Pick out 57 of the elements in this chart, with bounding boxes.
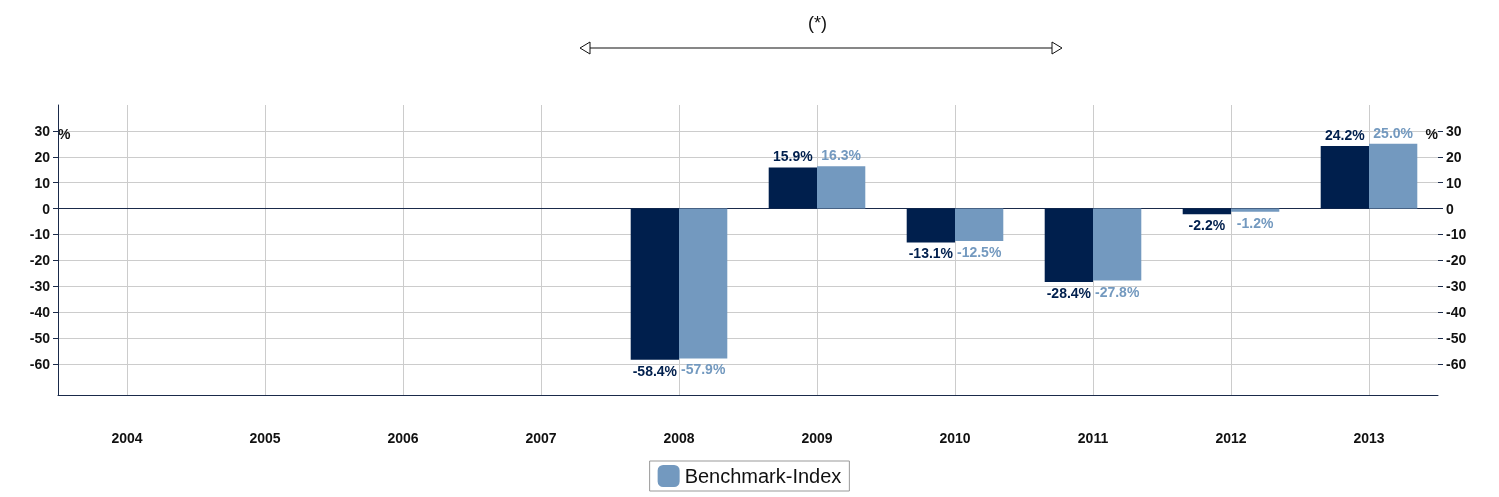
data-label: -57.9% (680, 361, 726, 378)
bar (1093, 208, 1142, 281)
data-label: -28.4% (1046, 285, 1092, 302)
x-tick-label: 2006 (387, 430, 419, 446)
y2-tick-label: -60 (1446, 355, 1467, 372)
bar (1231, 208, 1280, 212)
y-tick-label: -50 (29, 330, 51, 347)
y-tick-label: -40 (29, 304, 51, 321)
bar (1044, 208, 1093, 283)
y2-tick-label: -40 (1446, 304, 1467, 321)
x-tick-label: 2008 (663, 430, 695, 446)
x-tick-label: 2004 (111, 430, 143, 446)
y-tick-label: -60 (29, 355, 51, 372)
y-tick-label: -30 (29, 278, 51, 295)
bar (679, 208, 728, 359)
y-tick-label: 10 (34, 174, 51, 191)
x-tick-label: 2007 (525, 430, 557, 446)
x-tick-label: 2013 (1353, 430, 1385, 446)
bar (817, 166, 866, 209)
x-tick-label: 2005 (249, 430, 281, 446)
x-tick-label: 2011 (1077, 430, 1109, 446)
bar (1369, 143, 1418, 209)
bar (906, 208, 955, 243)
data-label: -13.1% (908, 245, 954, 262)
y2-tick-label: -50 (1446, 330, 1467, 347)
y-tick-label: 20 (34, 148, 51, 165)
y2-tick-label: 30 (1446, 122, 1462, 139)
data-label: -27.8% (1094, 283, 1140, 300)
y2-tick-label: -30 (1446, 278, 1467, 295)
data-label: 15.9% (773, 148, 814, 165)
y-tick-label: -20 (29, 252, 51, 269)
bar (630, 208, 679, 360)
bar (955, 208, 1004, 241)
y2-tick-label: -20 (1446, 252, 1467, 269)
y-tick-label: 30 (34, 122, 51, 139)
data-label: 25.0% (1373, 124, 1414, 141)
x-tick-label: 2009 (801, 430, 833, 446)
x-tick-label: 2012 (1215, 430, 1247, 446)
data-label: -58.4% (632, 362, 678, 379)
data-label: 24.2% (1325, 126, 1366, 143)
bar (768, 167, 817, 209)
text: (*) (808, 13, 827, 33)
y-tick-label: -10 (29, 226, 51, 243)
y2-tick-label: 10 (1446, 174, 1462, 191)
data-label: 16.3% (821, 147, 862, 164)
data-label: -1.2% (1236, 214, 1274, 231)
x-tick-label: 2010 (939, 430, 971, 446)
y2-tick-label: 0 (1446, 200, 1454, 217)
bar (1320, 145, 1369, 209)
legend-label: Benchmark-Index (684, 465, 842, 487)
y2-tick-label: 20 (1446, 148, 1462, 165)
y-axis-title: % (58, 126, 71, 142)
data-label: -12.5% (956, 243, 1002, 260)
data-label: -2.2% (1188, 217, 1226, 234)
y-tick-label: 0 (42, 200, 51, 217)
y2-tick-label: -10 (1446, 226, 1467, 243)
y2-axis-title: % (1425, 126, 1439, 142)
